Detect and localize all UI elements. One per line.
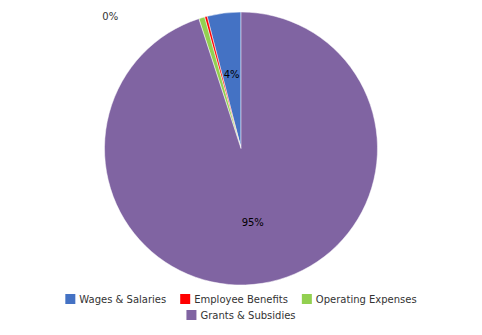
chart-container: Wages & Salaries Employee Benefits Operati… bbox=[0, 0, 482, 335]
data-labels: 4% 95% bbox=[224, 69, 264, 229]
pie-slice bbox=[105, 12, 378, 285]
legend-label: Employee Benefits bbox=[194, 294, 288, 305]
data-label: 95% bbox=[242, 217, 264, 228]
annotation: 0% bbox=[102, 11, 118, 22]
legend-item: Grants & Subsidies bbox=[186, 310, 295, 321]
legend-item: Wages & Salaries bbox=[65, 294, 166, 305]
legend-label: Grants & Subsidies bbox=[200, 310, 295, 321]
legend-label: Wages & Salaries bbox=[79, 294, 166, 305]
data-label: 4% bbox=[224, 69, 240, 80]
legend: Wages & Salaries Employee Benefits Operati… bbox=[65, 294, 416, 321]
legend-swatch bbox=[65, 294, 75, 304]
chart-svg: Wages & Salaries Employee Benefits Operati… bbox=[0, 0, 482, 335]
legend-swatch bbox=[180, 294, 190, 304]
legend-swatch bbox=[302, 294, 312, 304]
legend-swatch bbox=[186, 310, 196, 320]
legend-item: Employee Benefits bbox=[180, 294, 288, 305]
pie bbox=[105, 12, 378, 285]
legend-label: Operating Expenses bbox=[316, 294, 417, 305]
legend-item: Operating Expenses bbox=[302, 294, 417, 305]
